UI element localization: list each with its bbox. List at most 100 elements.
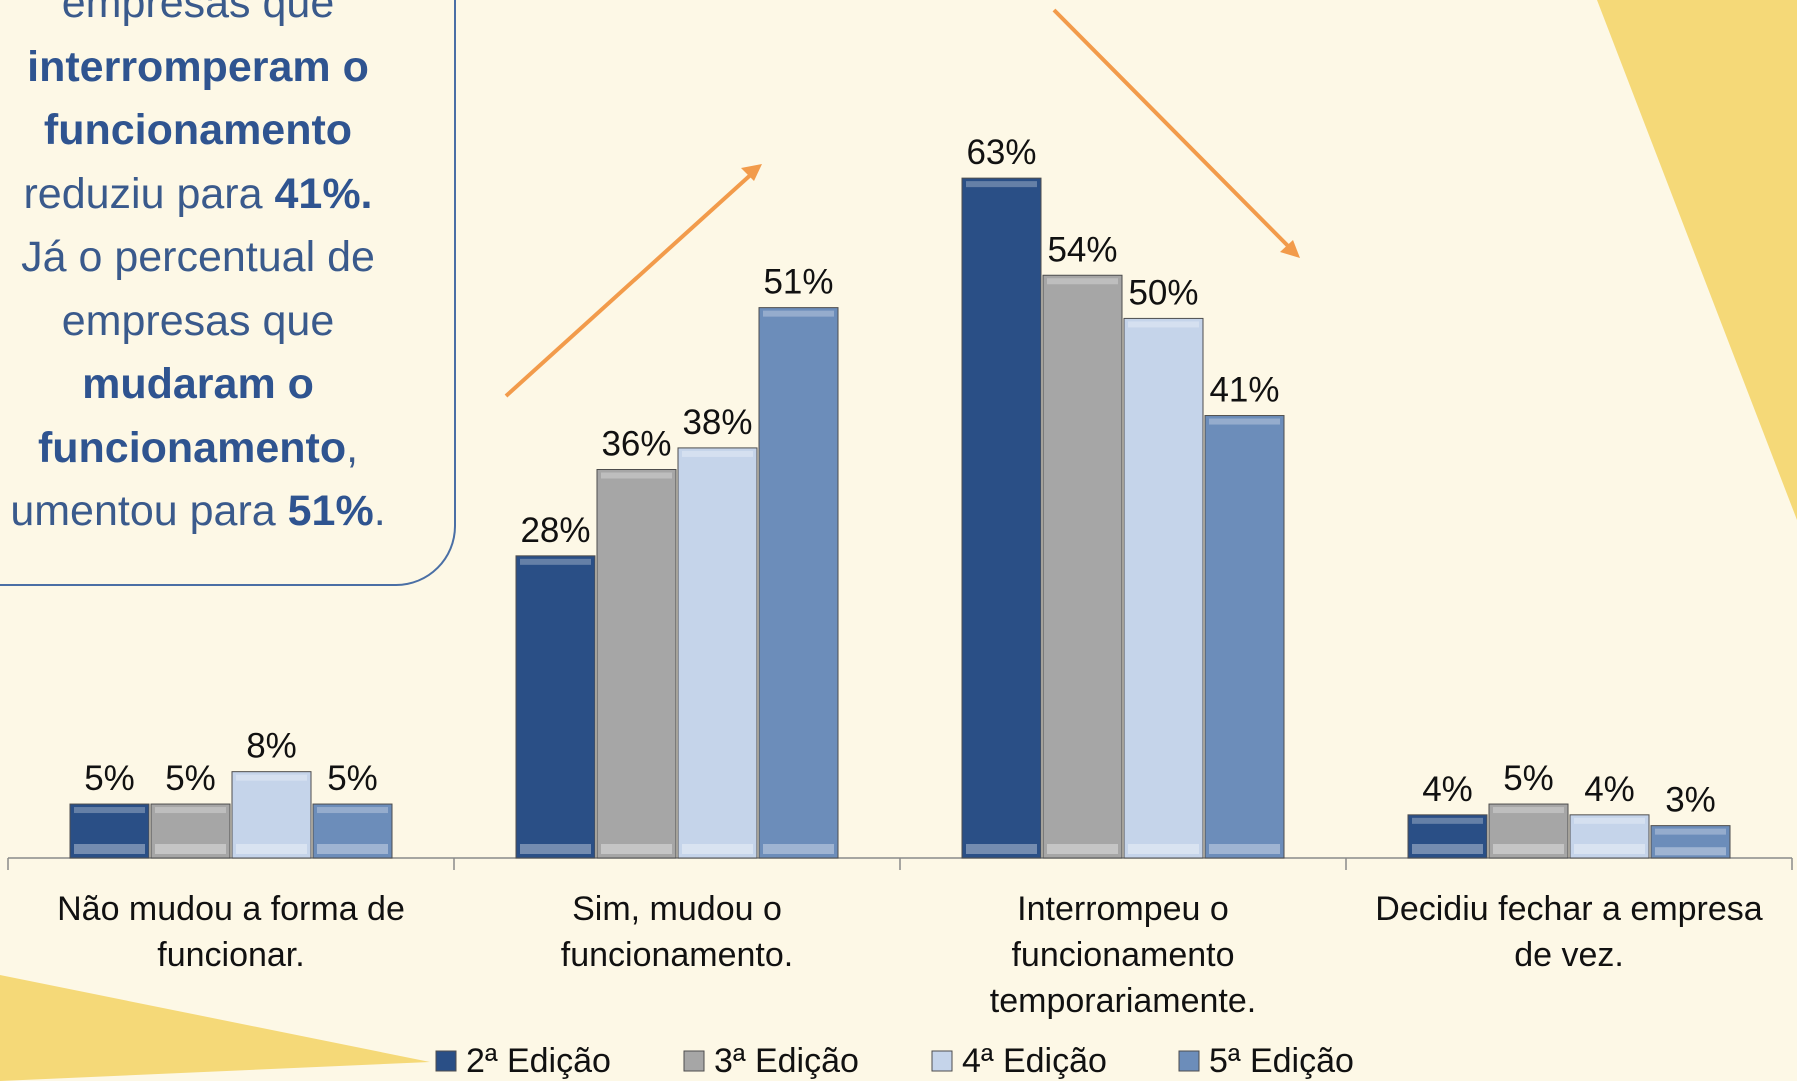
bar (758, 307, 839, 859)
bar (312, 803, 393, 859)
data-label: 5% (327, 759, 378, 798)
bar-bevel-top (601, 472, 672, 479)
data-label: 3% (1665, 781, 1716, 820)
data-label: 36% (601, 425, 671, 464)
x-tick-label: funcionamento (1011, 936, 1234, 974)
bar-bevel-bottom (236, 844, 307, 854)
callout-value: 51% (287, 487, 374, 535)
bar-bevel-top (1412, 817, 1483, 824)
legend-label: 4ª Edição (962, 1042, 1107, 1080)
callout-line: reduziu para (23, 169, 275, 218)
bar (69, 803, 150, 859)
x-tick-label: Decidiu fechar a empresa (1375, 890, 1763, 928)
bar-bevel-top (1209, 418, 1280, 425)
trend-arrow-down-head (1280, 240, 1300, 258)
data-label: 41% (1209, 371, 1279, 410)
callout-line-bold: funcionamento (37, 423, 347, 472)
bar-bevel-top (1493, 807, 1564, 814)
bar-bevel-bottom (682, 844, 753, 854)
bar-bevel-bottom (74, 844, 145, 854)
legend-swatch (683, 1050, 705, 1072)
bar (231, 771, 312, 859)
callout-line-bold: mudaram o (82, 360, 314, 408)
bar-bevel-top (966, 181, 1037, 188)
bar-bevel-top (520, 558, 591, 565)
data-label: 28% (520, 511, 590, 550)
trend-arrow-down (1052, 8, 1294, 252)
bar-bevel-bottom (601, 844, 672, 854)
x-tick-label: Não mudou a forma de (57, 890, 405, 928)
bar-bevel-top (155, 807, 226, 814)
x-tick-label: Sim, mudou o (572, 890, 782, 928)
bar-bevel-top (74, 807, 145, 814)
bar-bevel-top (1047, 278, 1118, 285)
trend-arrow-up-head (741, 164, 762, 181)
callout-box (0, 0, 456, 586)
legend-swatch (1178, 1050, 1200, 1072)
x-tick-label: temporariamente. (990, 982, 1256, 1020)
callout-line: . (373, 487, 386, 535)
callout-line: , (346, 423, 359, 472)
x-tick-label: de vez. (1514, 936, 1624, 974)
x-tick-label: Interrompeu o (1017, 890, 1229, 928)
callout-line-bold: funcionamento (43, 106, 353, 154)
bar-bevel-top (1655, 828, 1726, 835)
callout-line-bold: interromperam o (27, 42, 369, 91)
data-label: 51% (763, 263, 833, 302)
bar (150, 803, 231, 859)
bar-bevel-bottom (1209, 844, 1280, 854)
data-label: 63% (966, 133, 1036, 172)
callout-line: umentou para (10, 487, 288, 535)
bar-bevel-bottom (1128, 844, 1199, 854)
bar-bevel-bottom (520, 844, 591, 854)
bar-bevel-bottom (1574, 844, 1645, 854)
data-label: 4% (1422, 770, 1473, 809)
data-label: 38% (682, 403, 752, 442)
callout-value: 41%. (274, 169, 373, 218)
bar (1123, 317, 1204, 859)
trend-arrow-up (504, 168, 758, 398)
bar (1407, 814, 1488, 859)
bar-bevel-top (1128, 321, 1199, 328)
callout-line: empresas que (61, 0, 335, 27)
decor-shape-left (0, 975, 430, 1081)
legend-label: 3ª Edição (714, 1042, 859, 1080)
legend-swatch (931, 1050, 953, 1072)
data-label: 54% (1047, 230, 1117, 269)
bar (961, 177, 1042, 859)
bar-bevel-top (763, 310, 834, 317)
legend-swatch (435, 1050, 457, 1072)
legend-label: 5ª Edição (1209, 1042, 1354, 1080)
bar-bevel-bottom (317, 844, 388, 854)
bar-bevel-top (682, 450, 753, 457)
callout-line: Já o percentual de (21, 233, 375, 281)
data-label: 5% (84, 759, 135, 798)
data-label: 5% (165, 759, 216, 798)
bar-bevel-bottom (763, 844, 834, 854)
bar (1042, 274, 1123, 859)
bar-bevel-bottom (1412, 844, 1483, 854)
bar-bevel-top (236, 774, 307, 781)
bar (1569, 814, 1650, 859)
bar (677, 447, 758, 859)
bar-bevel-bottom (1655, 847, 1726, 856)
bar (596, 469, 677, 859)
data-label: 8% (246, 727, 297, 766)
data-label: 4% (1584, 770, 1635, 809)
bar-bevel-bottom (1493, 844, 1564, 854)
bar-bevel-top (317, 807, 388, 814)
data-label: 5% (1503, 759, 1554, 798)
callout-line: empresas que (61, 296, 335, 345)
x-tick-label: funcionamento. (561, 936, 794, 974)
decor-shape-right (1597, 0, 1797, 520)
callout-text: empresas que interromperam o funcionamen… (0, 0, 436, 544)
bar (1204, 415, 1285, 859)
bar-bevel-top (1574, 817, 1645, 824)
bar (1650, 825, 1731, 859)
bar-bevel-bottom (155, 844, 226, 854)
data-label: 50% (1128, 273, 1198, 312)
bar (1488, 803, 1569, 859)
bar (515, 555, 596, 859)
legend-label: 2ª Edição (466, 1042, 611, 1080)
